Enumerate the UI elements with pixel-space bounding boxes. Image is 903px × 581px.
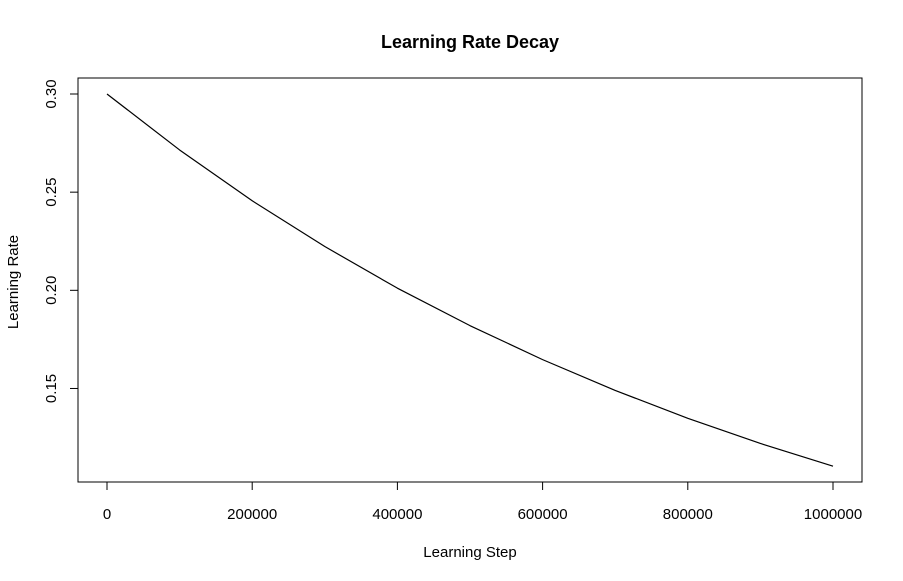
chart-title: Learning Rate Decay	[381, 32, 559, 52]
x-tick-label: 800000	[663, 506, 713, 523]
x-tick-label: 400000	[372, 506, 422, 523]
plot-frame	[77, 77, 863, 483]
y-tick-label: 0.15	[43, 374, 60, 403]
x-tick-label: 1000000	[804, 506, 862, 523]
x-tick-label: 600000	[518, 506, 568, 523]
x-tick-label: 200000	[227, 506, 277, 523]
y-tick-label: 0.30	[43, 79, 60, 108]
series-layer	[106, 93, 834, 467]
series-line-0	[106, 93, 834, 467]
y-axis-label: Learning Rate	[5, 235, 22, 329]
y-axis: 0.15 0.20 0.25 0.30	[43, 79, 79, 403]
x-axis-label: Learning Step	[423, 544, 516, 561]
x-tick-label: 0	[103, 506, 111, 523]
y-tick-label: 0.25	[43, 178, 60, 207]
y-tick-label: 0.20	[43, 276, 60, 305]
x-axis: 0 200000 400000 600000 800000 1000000	[103, 481, 862, 523]
